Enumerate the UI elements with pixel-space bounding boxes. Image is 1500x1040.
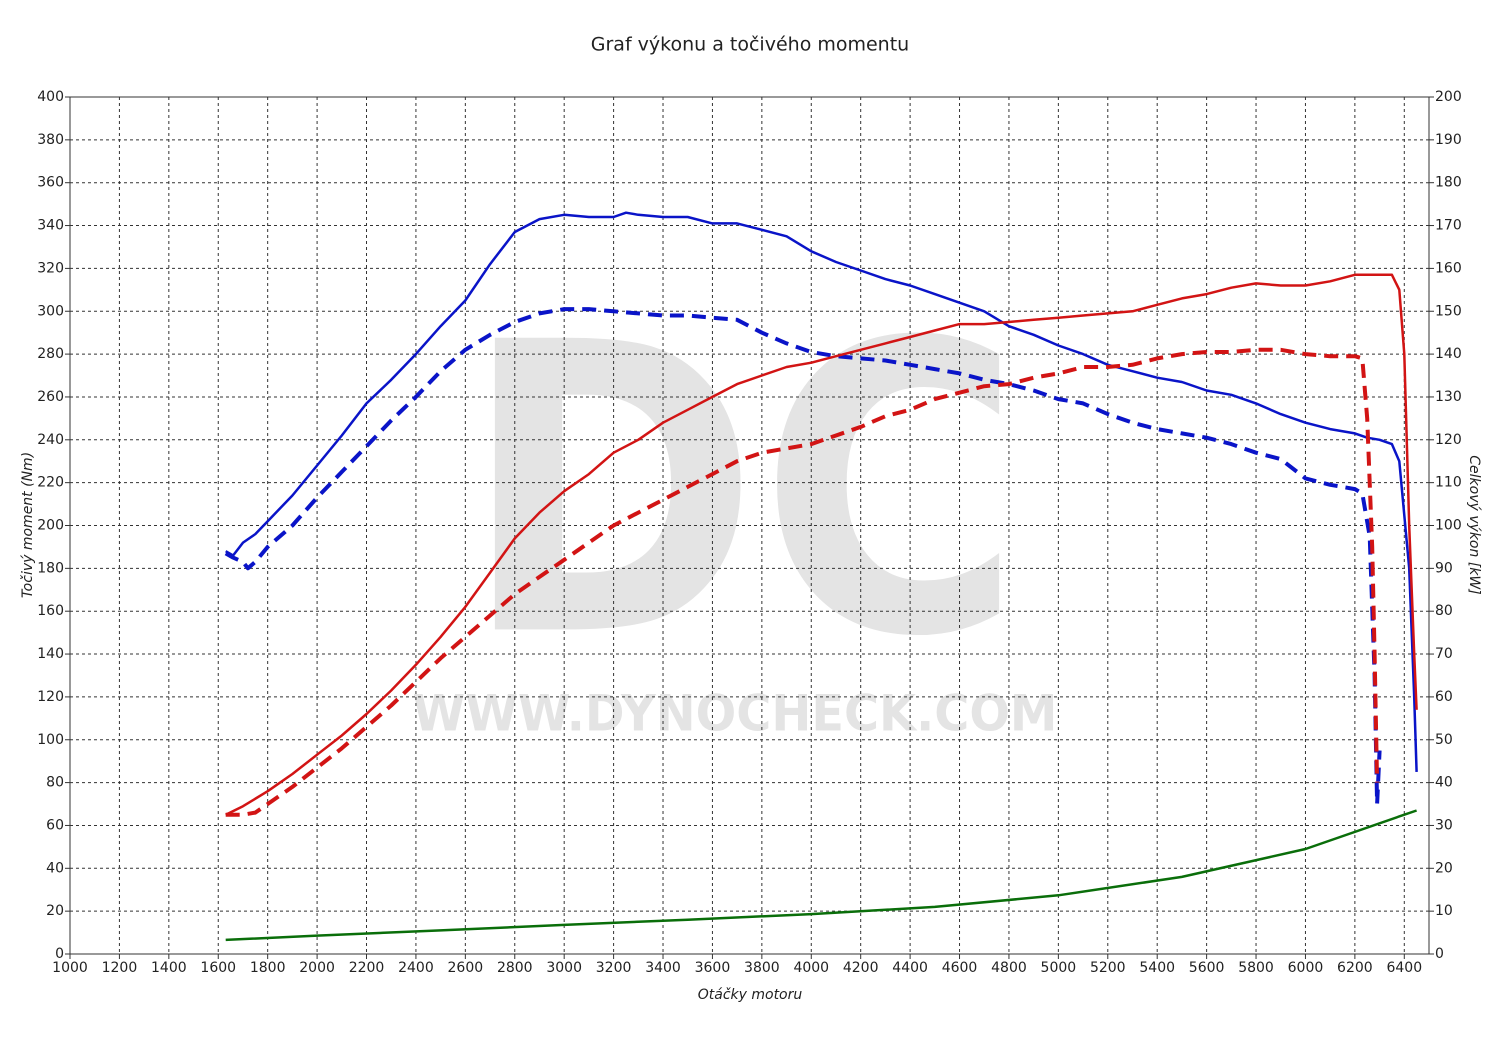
x-tick-label: 3600 — [695, 960, 731, 976]
y-tick-label: 300 — [37, 303, 64, 319]
y2-tick-label: 130 — [1435, 389, 1462, 405]
x-tick-label: 6000 — [1288, 960, 1324, 976]
y2-tick-label: 160 — [1435, 260, 1462, 276]
y2-tick-label: 140 — [1435, 346, 1462, 362]
y-tick-label: 340 — [37, 218, 64, 234]
y2-tick-label: 30 — [1435, 817, 1453, 833]
watermark: DC WWW.DYNOCHECK.COM — [413, 259, 1058, 742]
y-tick-label: 400 — [37, 89, 64, 105]
y-tick-label: 100 — [37, 732, 64, 748]
x-tick-label: 1400 — [151, 960, 187, 976]
y-tick-label: 180 — [37, 560, 64, 576]
y2-tick-label: 0 — [1435, 946, 1444, 962]
y2-tick-label: 150 — [1435, 303, 1462, 319]
y-tick-label: 80 — [46, 775, 64, 791]
y2-tick-label: 20 — [1435, 860, 1453, 876]
y-tick-label: 120 — [37, 689, 64, 705]
x-tick-label: 4400 — [892, 960, 928, 976]
y-tick-label: 60 — [46, 817, 64, 833]
y-tick-label: 280 — [37, 346, 64, 362]
watermark-logo: DC — [462, 259, 1022, 724]
y2-tick-label: 100 — [1435, 518, 1462, 534]
y-tick-label: 160 — [37, 603, 64, 619]
x-tick-label: 5400 — [1139, 960, 1175, 976]
series-line — [225, 347, 1380, 817]
y2-axis-label: Celkový výkon [kW] — [1466, 455, 1482, 594]
x-tick-label: 2000 — [299, 960, 335, 976]
x-tick-label: 5800 — [1238, 960, 1274, 976]
y2-tick-label: 10 — [1435, 903, 1453, 919]
y-tick-label: 240 — [37, 432, 64, 448]
y-tick-label: 260 — [37, 389, 64, 405]
y2-tick-label: 70 — [1435, 646, 1453, 662]
x-tick-label: 1600 — [200, 960, 236, 976]
y-tick-label: 40 — [46, 860, 64, 876]
y2-tick-label: 110 — [1435, 475, 1462, 491]
x-tick-label: 2200 — [349, 960, 385, 976]
x-tick-label: 3200 — [596, 960, 632, 976]
y2-tick-label: 120 — [1435, 432, 1462, 448]
x-tick-label: 4000 — [793, 960, 829, 976]
x-tick-label: 5000 — [1041, 960, 1077, 976]
x-tick-label: 2600 — [448, 960, 484, 976]
y-tick-label: 220 — [37, 475, 64, 491]
y-tick-label: 140 — [37, 646, 64, 662]
y2-tick-label: 90 — [1435, 560, 1453, 576]
series-line — [225, 809, 1418, 942]
y2-tick-label: 180 — [1435, 175, 1462, 191]
y2-tick-label: 60 — [1435, 689, 1453, 705]
x-tick-label: 1000 — [52, 960, 88, 976]
y-tick-label: 320 — [37, 260, 64, 276]
y-tick-label: 380 — [37, 132, 64, 148]
y-tick-label: 0 — [55, 946, 64, 962]
y2-tick-label: 50 — [1435, 732, 1453, 748]
watermark-url: WWW.DYNOCHECK.COM — [413, 685, 1058, 743]
x-tick-label: 2400 — [398, 960, 434, 976]
x-tick-label: 2800 — [497, 960, 533, 976]
plot-frame — [69, 96, 1430, 955]
chart-title: Graf výkonu a točivého momentu — [591, 34, 909, 56]
x-tick-label: 3000 — [546, 960, 582, 976]
y2-tick-label: 40 — [1435, 775, 1453, 791]
x-tick-label: 5600 — [1189, 960, 1225, 976]
x-tick-label: 3400 — [645, 960, 681, 976]
series-line — [225, 211, 1418, 772]
x-tick-label: 1200 — [102, 960, 138, 976]
x-tick-label: 5200 — [1090, 960, 1126, 976]
series-line — [224, 307, 1382, 806]
y-axis-label: Točivý moment (Nm) — [20, 452, 36, 598]
x-tick-label: 4800 — [991, 960, 1027, 976]
x-tick-label: 4200 — [843, 960, 879, 976]
x-axis-label: Otáčky motoru — [698, 987, 803, 1003]
y2-tick-label: 80 — [1435, 603, 1453, 619]
x-tick-label: 3800 — [744, 960, 780, 976]
x-tick-label: 6200 — [1337, 960, 1373, 976]
x-tick-label: 1800 — [250, 960, 286, 976]
y-tick-label: 20 — [46, 903, 64, 919]
y-tick-label: 200 — [37, 518, 64, 534]
x-tick-label: 6400 — [1386, 960, 1422, 976]
y2-tick-label: 200 — [1435, 89, 1462, 105]
x-tick-label: 4600 — [942, 960, 978, 976]
y2-tick-label: 190 — [1435, 132, 1462, 148]
y2-tick-label: 170 — [1435, 218, 1462, 234]
series-line — [225, 273, 1418, 816]
y-tick-label: 360 — [37, 175, 64, 191]
